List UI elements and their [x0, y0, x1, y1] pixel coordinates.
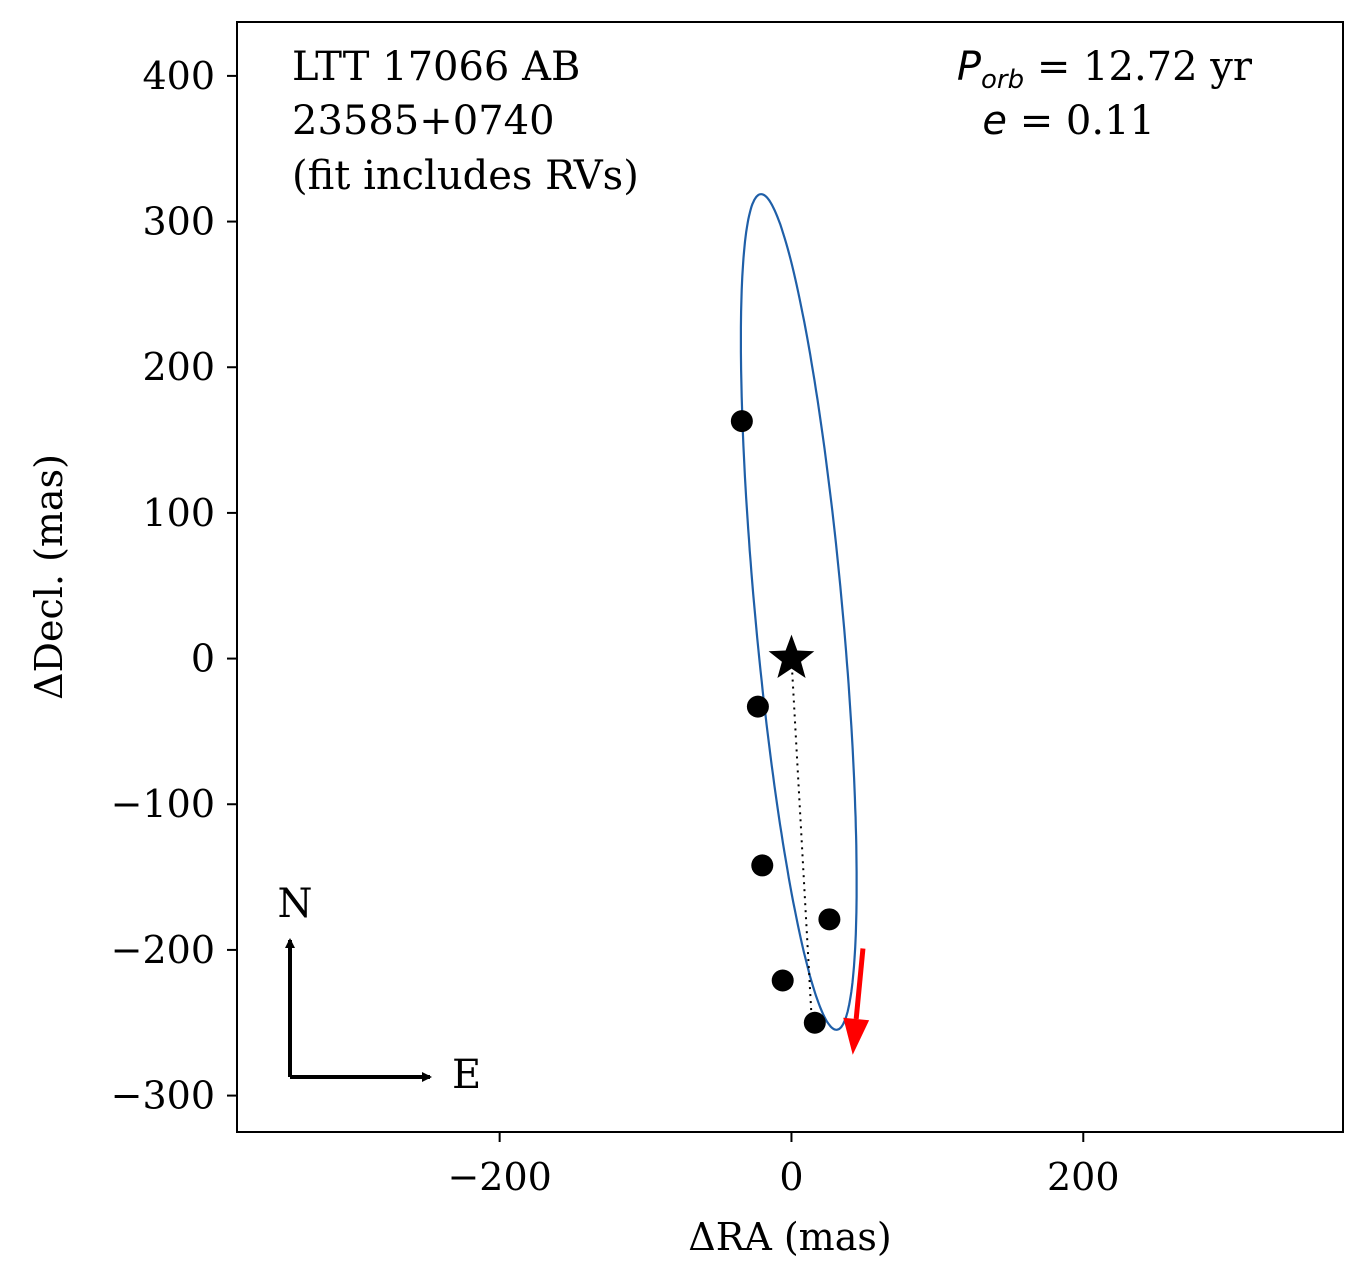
observation-points	[730, 410, 841, 1034]
y-tick-label: −100	[111, 782, 215, 826]
x-ticks: −200 0 200	[447, 1132, 1120, 1199]
fit-note: (fit includes RVs)	[292, 153, 639, 199]
y-tick-label: −300	[111, 1074, 215, 1118]
y-tick-label: 200	[142, 345, 215, 389]
period-subscript: orb	[981, 65, 1024, 95]
orbit-ellipse	[739, 193, 858, 1031]
x-tick-label: 200	[1047, 1155, 1120, 1199]
eccentricity-annotation: e = 0.11	[982, 98, 1155, 144]
x-axis-title: ΔRA (mas)	[688, 1215, 891, 1259]
star-name: LTT 17066 AB	[292, 44, 580, 90]
observation-point	[803, 1011, 826, 1034]
y-axis-title: ΔDecl. (mas)	[27, 454, 71, 700]
primary-star-icon	[768, 634, 815, 678]
period-symbol: P	[957, 44, 982, 90]
periastron-line	[790, 658, 813, 1023]
observation-point	[746, 695, 769, 718]
wds-designation: 23585+0740	[292, 98, 555, 144]
observation-point	[771, 969, 794, 992]
observation-point	[818, 908, 841, 931]
motion-arrow	[843, 948, 870, 1055]
ecc-value: = 0.11	[1007, 98, 1155, 144]
compass: N E	[278, 881, 482, 1098]
y-tick-label: 0	[191, 637, 215, 681]
plot-frame	[236, 21, 1344, 1133]
motion-arrow-shaft	[853, 948, 866, 1020]
period-annotation: Porb = 12.72 yr	[957, 44, 1253, 95]
x-tick-label: −200	[447, 1155, 551, 1199]
x-tick-label: 0	[779, 1155, 803, 1199]
period-value: = 12.72 yr	[1024, 44, 1253, 90]
y-tick-label: 400	[142, 54, 215, 98]
observation-point	[730, 410, 753, 433]
observation-point	[751, 854, 774, 877]
motion-arrow-head	[843, 1017, 870, 1055]
north-label: N	[278, 881, 313, 927]
y-ticks: −300 −200 −100 0 100 200 300 400	[111, 54, 237, 1118]
ecc-symbol: e	[982, 98, 1007, 144]
east-label: E	[452, 1052, 481, 1098]
y-tick-label: −200	[111, 928, 215, 972]
y-tick-label: 300	[142, 200, 215, 244]
y-tick-label: 100	[142, 491, 215, 535]
